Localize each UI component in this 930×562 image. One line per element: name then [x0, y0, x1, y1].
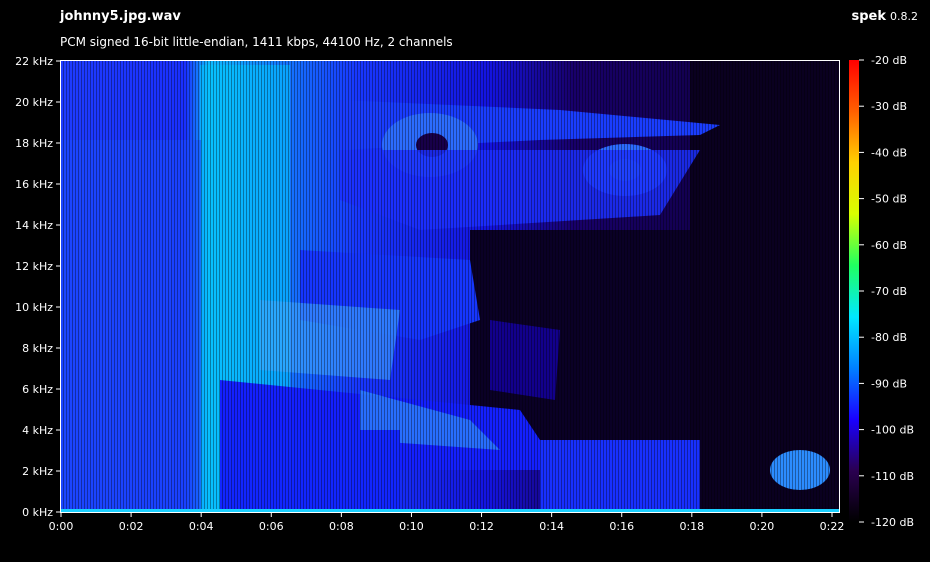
spectrogram-plot: [61, 61, 839, 512]
y-tick-label: 14 kHz: [15, 219, 53, 232]
y-tick-label: 6 kHz: [22, 383, 53, 396]
x-tick-label: 0:22: [820, 520, 845, 533]
audio-info: PCM signed 16-bit little-endian, 1411 kb…: [60, 35, 453, 49]
x-tick-label: 0:18: [679, 520, 704, 533]
x-tick-label: 0:16: [609, 520, 634, 533]
y-tick-label: 2 kHz: [22, 465, 53, 478]
y-tick-label: 12 kHz: [15, 260, 53, 273]
x-tick-label: 0:10: [399, 520, 424, 533]
colorbar-tick-label: -30 dB: [871, 100, 907, 113]
app-version: 0.8.2: [890, 10, 918, 23]
x-axis: 0:00 0:02 0:04 0:06 0:08 0:10 0:12 0:14 0:16 0:18…: [49, 512, 845, 533]
colorbar-tick-label: -120 dB: [871, 516, 914, 529]
colorbar-tick-label: -100 dB: [871, 424, 914, 437]
x-tick-label: 0:00: [49, 520, 74, 533]
y-tick-label: 18 kHz: [15, 137, 53, 150]
colorbar-tick-label: -110 dB: [871, 470, 914, 483]
x-tick-label: 0:08: [329, 520, 354, 533]
colorbar-tick-label: -70 dB: [871, 285, 907, 298]
colorbar-axis: -20 dB -30 dB -40 dB -50 dB -60 dB -70 dB -80 …: [859, 54, 914, 529]
y-tick-label: 0 kHz: [22, 506, 53, 519]
app-brand: spek 0.8.2: [851, 9, 918, 24]
low-frequency-band: [61, 509, 839, 512]
y-tick-label: 16 kHz: [15, 178, 53, 191]
y-tick-label: 10 kHz: [15, 301, 53, 314]
colorbar-tick-label: -50 dB: [871, 193, 907, 206]
colorbar-tick-label: -40 dB: [871, 146, 907, 159]
plot-border: [60, 60, 840, 513]
colorbar-tick-label: -20 dB: [871, 54, 907, 67]
colorbar: [849, 60, 859, 522]
colorbar-tick-label: -60 dB: [871, 239, 907, 252]
y-axis: 0 kHz 2 kHz 4 kHz 6 kHz 8 kHz 10 kHz 12 kHz 14 …: [15, 55, 61, 519]
y-tick-label: 20 kHz: [15, 96, 53, 109]
x-tick-label: 0:20: [750, 520, 775, 533]
colorbar-tick-label: -90 dB: [871, 377, 907, 390]
x-tick-label: 0:04: [189, 520, 214, 533]
y-tick-label: 22 kHz: [15, 55, 53, 68]
y-tick-label: 4 kHz: [22, 424, 53, 437]
x-tick-label: 0:06: [259, 520, 284, 533]
colorbar-tick-label: -80 dB: [871, 331, 907, 344]
file-title: johnny5.jpg.wav: [60, 9, 181, 24]
x-tick-label: 0:12: [469, 520, 494, 533]
app-name: spek: [851, 9, 886, 24]
scanlines: [61, 61, 839, 512]
x-tick-label: 0:02: [119, 520, 144, 533]
x-tick-label: 0:14: [539, 520, 564, 533]
y-tick-label: 8 kHz: [22, 342, 53, 355]
